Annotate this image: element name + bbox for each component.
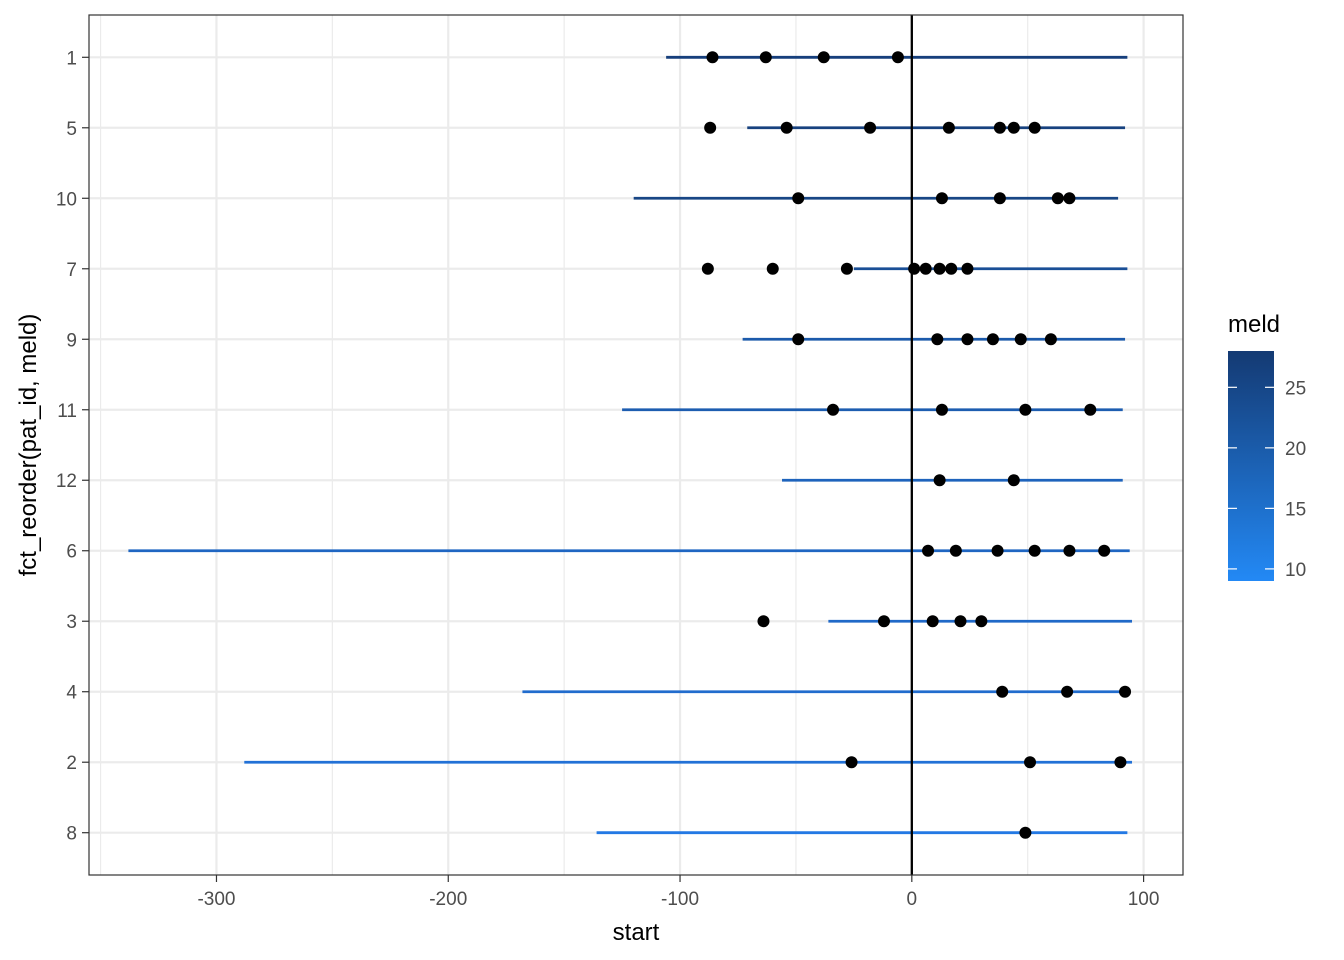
event-point — [935, 403, 948, 416]
event-point — [1063, 192, 1076, 205]
event-point — [878, 615, 891, 628]
event-point — [931, 333, 944, 346]
panel-border — [88, 14, 1184, 876]
event-point — [780, 121, 793, 134]
event-point — [759, 51, 772, 64]
event-point — [827, 403, 840, 416]
event-point — [1007, 474, 1020, 487]
event-point — [792, 192, 805, 205]
points-layer — [701, 51, 1132, 839]
x-axis-title: start — [613, 919, 660, 946]
legend-tick-label: 25 — [1285, 378, 1306, 399]
y-tick-label: 4 — [66, 683, 77, 704]
legend-tick-label: 10 — [1285, 560, 1306, 581]
minor-gridlines — [99, 15, 1029, 875]
y-tick-label: 2 — [66, 753, 77, 774]
event-point — [961, 333, 974, 346]
event-point — [701, 262, 714, 275]
event-point — [1051, 192, 1064, 205]
event-point — [757, 615, 770, 628]
legend-tick-label: 20 — [1285, 439, 1306, 460]
y-axis-title: fct_reorder(pat_id, meld) — [15, 314, 42, 577]
x-tick-label: 0 — [907, 889, 918, 910]
event-point — [993, 192, 1006, 205]
legend: meld 10 15 20 25 — [1228, 311, 1306, 581]
event-point — [706, 51, 719, 64]
event-point — [949, 544, 962, 557]
event-point — [933, 474, 946, 487]
event-point — [1084, 403, 1097, 416]
event-point — [864, 121, 877, 134]
event-point — [919, 262, 932, 275]
panel-background — [89, 15, 1183, 875]
x-tick-label: 100 — [1128, 889, 1160, 910]
x-tick-label: -100 — [661, 889, 699, 910]
event-point — [975, 615, 988, 628]
event-point — [766, 262, 779, 275]
event-point — [945, 262, 958, 275]
legend-colorbar — [1228, 351, 1274, 581]
x-tick-label: -200 — [429, 889, 467, 910]
y-tick-label: 6 — [66, 542, 77, 563]
y-tick-label: 3 — [66, 612, 77, 633]
legend-tick-label: 15 — [1285, 499, 1306, 520]
event-point — [942, 121, 955, 134]
event-point — [908, 262, 921, 275]
event-point — [1028, 121, 1041, 134]
event-point — [1024, 756, 1037, 769]
event-point — [961, 262, 974, 275]
event-point — [986, 333, 999, 346]
y-tick-label: 1 — [66, 48, 77, 69]
event-point — [1019, 826, 1032, 839]
event-point — [1028, 544, 1041, 557]
y-tick-label: 10 — [56, 189, 77, 210]
event-point — [817, 51, 830, 64]
event-point — [926, 615, 939, 628]
event-point — [1098, 544, 1111, 557]
event-point — [1044, 333, 1057, 346]
x-axis: -300 -200 -100 0 100 — [197, 875, 1159, 910]
event-point — [933, 262, 946, 275]
y-tick-label: 11 — [57, 401, 77, 422]
event-point — [840, 262, 853, 275]
event-point — [922, 544, 935, 557]
legend-ticks: 10 15 20 25 — [1228, 378, 1306, 581]
event-point — [935, 192, 948, 205]
event-point — [996, 685, 1009, 698]
plot-panel — [88, 14, 1184, 876]
y-tick-label: 9 — [66, 330, 77, 351]
y-axis: 1 5 10 7 9 11 12 6 3 4 2 8 — [56, 48, 89, 845]
y-tick-label: 12 — [56, 471, 77, 492]
event-point — [1007, 121, 1020, 134]
x-tick-label: -300 — [197, 889, 235, 910]
event-point — [991, 544, 1004, 557]
event-point — [1019, 403, 1032, 416]
event-point — [891, 51, 904, 64]
event-point — [792, 333, 805, 346]
y-tick-label: 5 — [66, 119, 77, 140]
y-tick-label: 8 — [66, 824, 77, 845]
event-point — [954, 615, 967, 628]
event-point — [993, 121, 1006, 134]
event-point — [1061, 685, 1074, 698]
event-point — [1063, 544, 1076, 557]
event-point — [1119, 685, 1132, 698]
event-point — [1114, 756, 1127, 769]
event-point — [1014, 333, 1027, 346]
legend-title: meld — [1228, 311, 1280, 338]
y-tick-label: 7 — [66, 260, 77, 281]
event-point — [845, 756, 858, 769]
event-point — [704, 121, 717, 134]
